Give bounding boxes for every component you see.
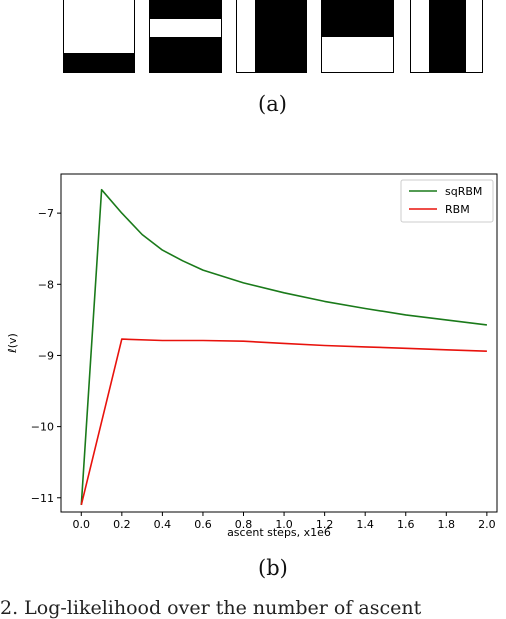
body-text-fragment: 2. Log-likelihood over the number of asc… (0, 597, 422, 619)
x-axis-label: ascent steps, x1e6 (227, 526, 331, 539)
y-tick-label: −8 (38, 278, 54, 291)
y-axis-label: ℓ(v) (6, 333, 19, 354)
x-tick-label: 1.4 (356, 518, 374, 531)
x-tick-label: 0.2 (113, 518, 131, 531)
y-axis-ticks: −11 −10 −9 −8 −7 (31, 207, 61, 505)
caption-a: (a) (258, 92, 287, 116)
plot-frame (60, 173, 498, 513)
y-tick-label: −11 (31, 492, 54, 505)
legend-label-sqrbm: sqRBM (445, 185, 482, 198)
legend-label-rbm: RBM (445, 203, 470, 216)
x-tick-label: 2.0 (478, 518, 496, 531)
x-axis-ticks: 0.0 0.2 0.4 0.6 0.8 1.0 1.2 1.4 1.6 1.8 2.0 (73, 512, 496, 531)
x-tick-label: 0.0 (73, 518, 91, 531)
series-line-rbm (80, 338, 487, 506)
series-line-sqrbm (80, 188, 487, 505)
y-tick-label: −9 (38, 349, 54, 362)
pattern-top-and-middle-bars (149, 0, 222, 73)
pattern-right-block (236, 0, 307, 73)
x-tick-label: 1.6 (397, 518, 415, 531)
log-likelihood-chart: 0.0 0.2 0.4 0.6 0.8 1.0 1.2 1.4 1.6 1.8 2.0 −11 −10… (6, 173, 498, 539)
x-tick-label: 1.2 (316, 518, 334, 531)
x-tick-label: 0.6 (194, 518, 212, 531)
x-tick-label: 1.0 (275, 518, 293, 531)
series-lines (80, 188, 487, 506)
caption-b: (b) (258, 556, 288, 580)
y-tick-label: −10 (31, 421, 54, 434)
pattern-bottom-bar (63, 0, 135, 73)
pattern-top-block (321, 0, 394, 73)
x-tick-label: 0.4 (154, 518, 172, 531)
x-tick-label: 1.8 (438, 518, 456, 531)
pattern-center-vertical-bar (410, 0, 483, 73)
pattern-strip (0, 0, 506, 80)
y-tick-label: −7 (38, 207, 54, 220)
x-tick-label: 0.8 (235, 518, 253, 531)
legend: sqRBM RBM (400, 179, 494, 223)
